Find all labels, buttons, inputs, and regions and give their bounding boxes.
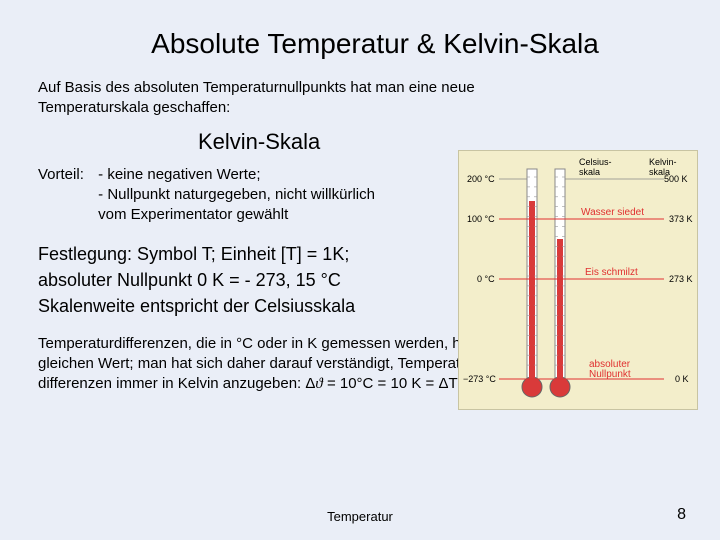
svg-text:273 K: 273 K [669,274,693,284]
svg-text:Kelvin-: Kelvin- [649,157,677,167]
tempdiff-line-3b: = 10°C = 10 K = ΔT [323,375,458,392]
slide-title: Absolute Temperatur & Kelvin-Skala [38,28,682,60]
festlegung-line-3: Skalenweite entspricht der Celsiusskala [38,296,355,316]
svg-text:200 °C: 200 °C [467,174,495,184]
vorteil-block: Vorteil: - keine negativen Werte; - Null… [38,165,438,226]
tempdiff-line-1: Temperaturdifferenzen, die in °C oder in… [38,335,523,352]
festlegung-block: Festlegung: Symbol T; Einheit [T] = 1K; … [38,241,458,319]
svg-text:500 K: 500 K [664,174,688,184]
svg-text:100 °C: 100 °C [467,214,495,224]
page-number: 8 [677,506,686,524]
svg-text:0 K: 0 K [675,374,689,384]
svg-text:373 K: 373 K [669,214,693,224]
tempdiff-line-2: gleichen Wert; man hat sich daher darauf… [38,355,479,372]
vorteil-label: Vorteil: [38,165,94,185]
vorteil-item-1: - keine negativen Werte; [98,166,260,183]
tempdiff-line-3a: differenzen immer in Kelvin anzugeben: Δ [38,375,315,392]
svg-text:Celsius-: Celsius- [579,157,612,167]
svg-text:Wasser siedet: Wasser siedet [581,207,644,218]
intro-text: Auf Basis des absoluten Temperaturnullpu… [38,78,598,119]
vorteil-item-2: - Nullpunkt naturgegeben, nicht willkürl… [98,186,375,203]
footer-label: Temperatur [327,509,393,524]
svg-text:−273 °C: −273 °C [463,374,496,384]
svg-text:skala: skala [579,167,600,177]
svg-text:Eis schmilzt: Eis schmilzt [585,267,638,278]
intro-line-2: Temperaturskala geschaffen: [38,99,230,116]
theta-symbol: ϑ [315,376,322,392]
intro-line-1: Auf Basis des absoluten Temperaturnullpu… [38,79,475,96]
festlegung-line-1: Festlegung: Symbol T; Einheit [T] = 1K; [38,244,349,264]
svg-text:0 °C: 0 °C [477,274,495,284]
thermometer-diagram: Celsius-skalaKelvin-skala200 °C500 K100 … [458,150,698,410]
festlegung-line-2: absoluter Nullpunkt 0 K = - 273, 15 °C [38,270,341,290]
vorteil-item-3: vom Experimentator gewählt [98,206,288,223]
svg-text:Nullpunkt: Nullpunkt [589,369,631,380]
